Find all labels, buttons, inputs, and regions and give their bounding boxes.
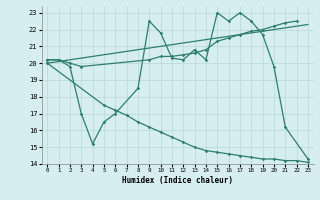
X-axis label: Humidex (Indice chaleur): Humidex (Indice chaleur) [122,176,233,185]
